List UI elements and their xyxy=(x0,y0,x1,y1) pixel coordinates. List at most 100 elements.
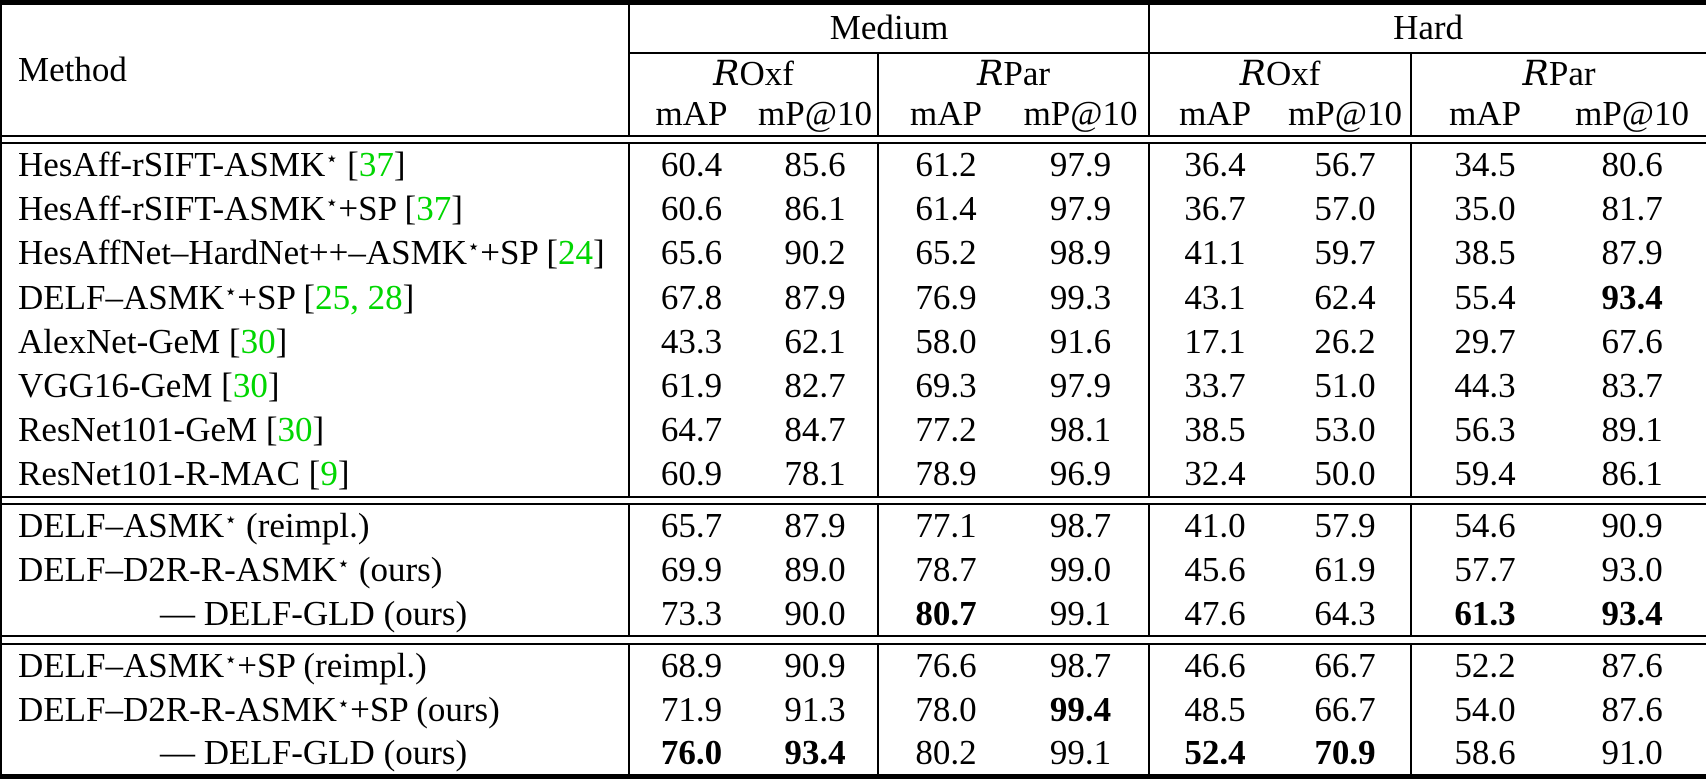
value-cell: 32.4 xyxy=(1148,452,1281,497)
column-header-method: Method xyxy=(18,49,127,89)
value-cell: 50.0 xyxy=(1314,453,1376,493)
value-cell: 52.4 xyxy=(1148,732,1281,777)
value-cell: 83.7 xyxy=(1601,365,1663,405)
value-cell: 87.6 xyxy=(1601,646,1663,686)
value-cell: 57.7 xyxy=(1410,547,1559,593)
method-cell: VGG16-GeM [30] xyxy=(18,365,280,405)
value-cell: 93.4 xyxy=(1601,277,1663,317)
value-cell: 70.9 xyxy=(1314,733,1376,773)
table-row: HesAff-rSIFT-ASMK⋆ [37] 60.4 85.6 61.2 97.9 3… xyxy=(1,142,1706,187)
value-cell: 91.0 xyxy=(1601,733,1663,773)
table-row: DELF–D2R-R-ASMK⋆ (ours) 69.9 89.0 78.7 99.0 4… xyxy=(1,547,1706,593)
value-cell: 78.0 xyxy=(877,687,1013,733)
script-r-symbol: R xyxy=(713,53,740,94)
double-rule xyxy=(1,495,1706,505)
value-cell: 99.3 xyxy=(1049,277,1112,317)
value-cell: 36.4 xyxy=(1148,142,1281,187)
table-row: ResNet101-GeM [30] 64.7 84.7 77.2 98.1 38.5 53… xyxy=(1,408,1706,453)
value-cell: 48.5 xyxy=(1148,687,1281,733)
star-superscript: ⋆ xyxy=(467,234,481,259)
value-cell: 62.1 xyxy=(784,321,846,361)
citation-link[interactable]: 30 xyxy=(232,365,268,405)
method-cell: DELF–D2R-R-ASMK⋆+SP (ours) xyxy=(18,689,500,729)
method-cell: ResNet101-R-MAC [9] xyxy=(18,453,350,493)
script-r-symbol: R xyxy=(977,53,1004,94)
value-cell: 43.1 xyxy=(1148,275,1281,320)
table-row: — DELF-GLD (ours) 73.3 90.0 80.7 99.1 47.6 64.… xyxy=(1,592,1706,637)
value-cell: 80.2 xyxy=(877,732,1013,777)
double-rule xyxy=(1,134,1706,144)
value-cell: 57.0 xyxy=(1314,189,1376,229)
table-row: — DELF-GLD (ours) 76.0 93.4 80.2 99.1 52.4 70.… xyxy=(1,732,1706,777)
star-superscript: ⋆ xyxy=(224,279,238,303)
value-cell: 47.6 xyxy=(1148,592,1281,637)
column-header-mp10: mP@10 xyxy=(1023,94,1138,133)
script-r-symbol: R xyxy=(1239,53,1266,94)
citation-link[interactable]: 30 xyxy=(240,321,276,361)
value-cell: 87.9 xyxy=(784,506,846,546)
value-cell: 59.4 xyxy=(1410,452,1559,497)
citation-link[interactable]: 37 xyxy=(416,189,452,229)
value-cell: 45.6 xyxy=(1148,547,1281,593)
citation-link[interactable]: 24 xyxy=(557,233,593,273)
value-cell: 54.6 xyxy=(1410,503,1559,548)
value-cell: 60.9 xyxy=(628,452,753,497)
value-cell: 67.6 xyxy=(1601,321,1663,361)
method-cell: ResNet101-GeM [30] xyxy=(18,410,325,450)
citation-link[interactable]: 30 xyxy=(277,410,313,450)
value-cell: 66.7 xyxy=(1314,646,1376,686)
value-cell: 91.6 xyxy=(1049,321,1112,361)
value-cell: 56.7 xyxy=(1314,145,1376,185)
citation-link[interactable]: 25, 28 xyxy=(315,277,403,317)
column-header-map: mAP xyxy=(1410,93,1559,136)
value-cell: 99.1 xyxy=(1049,733,1112,773)
value-cell: 93.4 xyxy=(784,733,846,773)
value-cell: 57.9 xyxy=(1314,506,1376,546)
value-cell: 53.0 xyxy=(1314,410,1376,450)
table-row: ResNet101-R-MAC [9] 60.9 78.1 78.9 96.9 32.4 5… xyxy=(1,452,1706,497)
value-cell: 97.9 xyxy=(1049,365,1112,405)
method-cell: DELF–D2R-R-ASMK⋆ (ours) xyxy=(18,550,443,590)
column-header-mp10: mP@10 xyxy=(758,94,872,133)
citation-link[interactable]: 9 xyxy=(320,453,338,493)
dataset-name: Oxf xyxy=(1266,53,1321,93)
value-cell: 46.6 xyxy=(1148,643,1281,688)
dataset-name: Par xyxy=(1003,53,1051,93)
column-header-map: mAP xyxy=(628,93,753,136)
value-cell: 78.7 xyxy=(877,547,1013,593)
table-row: AlexNet-GeM [30] 43.3 62.1 58.0 91.6 17.1 26.2… xyxy=(1,319,1706,364)
value-cell: 69.3 xyxy=(877,363,1013,409)
value-cell: 90.0 xyxy=(784,593,846,633)
value-cell: 78.1 xyxy=(784,453,846,493)
column-header-rpar-medium: RPar xyxy=(876,52,1150,94)
value-cell: 87.9 xyxy=(784,277,846,317)
value-cell: 99.0 xyxy=(1049,550,1112,590)
method-cell: DELF–ASMK⋆+SP [25, 28] xyxy=(18,277,415,317)
value-cell: 86.1 xyxy=(1601,453,1663,493)
method-cell: HesAff-rSIFT-ASMK⋆+SP [37] xyxy=(18,189,463,229)
column-header-roxf-hard: ROxf xyxy=(1148,52,1412,94)
citation-link[interactable]: 37 xyxy=(358,145,394,185)
value-cell: 38.5 xyxy=(1148,408,1281,453)
value-cell: 77.2 xyxy=(877,408,1013,453)
value-cell: 66.7 xyxy=(1314,689,1376,729)
value-cell: 90.2 xyxy=(784,233,846,273)
column-header-map: mAP xyxy=(877,93,1013,136)
value-cell: 82.7 xyxy=(784,365,846,405)
value-cell: 61.4 xyxy=(877,186,1013,232)
value-cell: 73.3 xyxy=(628,592,753,637)
value-cell: 17.1 xyxy=(1148,319,1281,364)
value-cell: 60.6 xyxy=(628,186,753,232)
value-cell: 80.7 xyxy=(877,592,1013,637)
value-cell: 77.1 xyxy=(877,503,1013,548)
value-cell: 60.4 xyxy=(628,142,753,187)
table-row: HesAff-rSIFT-ASMK⋆+SP [37] 60.6 86.1 61.4 97… xyxy=(1,186,1706,232)
value-cell: 78.9 xyxy=(877,452,1013,497)
value-cell: 58.0 xyxy=(877,319,1013,364)
value-cell: 65.7 xyxy=(628,503,753,548)
value-cell: 98.9 xyxy=(1049,233,1112,273)
value-cell: 98.7 xyxy=(1049,506,1112,546)
value-cell: 55.4 xyxy=(1410,275,1559,320)
value-cell: 36.7 xyxy=(1148,186,1281,232)
